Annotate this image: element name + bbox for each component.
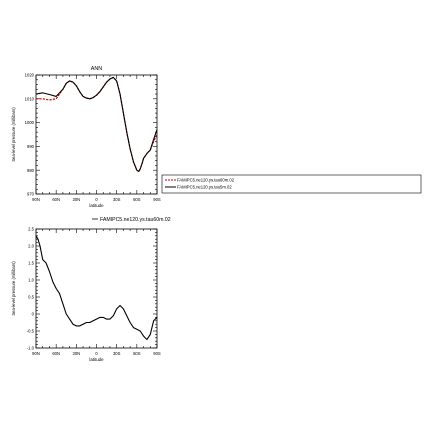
y-tick-label: 990 (27, 144, 35, 149)
x-tick-label: 60S (133, 351, 141, 356)
x-tick-label: 90N (32, 197, 40, 202)
y-tick-label: 2.0 (28, 244, 34, 249)
series-line-2 (35, 76, 158, 172)
x-tick-label: 30N (72, 351, 80, 356)
chart-title: ANN (91, 66, 102, 72)
x-tick-label: 90S (153, 197, 161, 202)
x-tick-label: 30S (113, 351, 121, 356)
series-line-1 (35, 235, 158, 341)
y-tick-label: 1010 (25, 96, 35, 101)
x-axis-label: latitude (89, 203, 104, 208)
y-tick-label: 1000 (25, 120, 35, 125)
y-tick-label: 1020 (25, 73, 35, 78)
chart-title: FAMIPC5.ne120.ys.tau60m.02 (100, 217, 171, 223)
legend-label-1: FAMIPC5.ne120.ys.tau60m.02 (177, 178, 235, 183)
y-tick-label: 0.5 (28, 295, 34, 300)
y-tick-label: 1.5 (28, 261, 34, 266)
x-tick-label: 60N (52, 197, 60, 202)
y-axis-label: Sea-level pressure (millibars) (11, 261, 16, 316)
legend-label-2: FAMIPC5.ne120.ys.tau5m.02 (177, 185, 232, 190)
x-axis-label: latitude (89, 357, 104, 362)
chart-top-panel: 90N 60N 30N 0 30S 60S 90S 970 980 990 1000 1010 1020… (11, 66, 422, 208)
plot-frame (35, 74, 158, 195)
y-tick-label: 0 (32, 312, 35, 317)
series-line-1 (36, 76, 158, 172)
x-tick-label: 60S (133, 197, 141, 202)
x-tick-label: 0 (95, 351, 98, 356)
x-tick-label: 60N (52, 351, 60, 356)
y-tick-label: 980 (27, 168, 35, 173)
x-tick-label: 30N (72, 197, 80, 202)
x-tick-label: 90N (32, 351, 40, 356)
y-tick-label: 1.0 (28, 278, 34, 283)
y-axis-label: Sea-level pressure (millibars) (11, 107, 16, 162)
x-tick-label: 30S (113, 197, 121, 202)
y-tick-label: -1.0 (27, 346, 35, 351)
chart-bottom-panel: 90N 60N 30N 0 30S 60S 90S -1.0 -0.5 0 0.5 1.0 1.5 2.0… (11, 217, 171, 362)
y-tick-label: 2.5 (28, 227, 34, 232)
x-tick-label: 90S (153, 351, 161, 356)
legend-box (161, 174, 422, 194)
x-tick-label: 0 (95, 197, 98, 202)
y-tick-label: 970 (27, 192, 35, 197)
y-tick-label: -0.5 (27, 329, 35, 334)
